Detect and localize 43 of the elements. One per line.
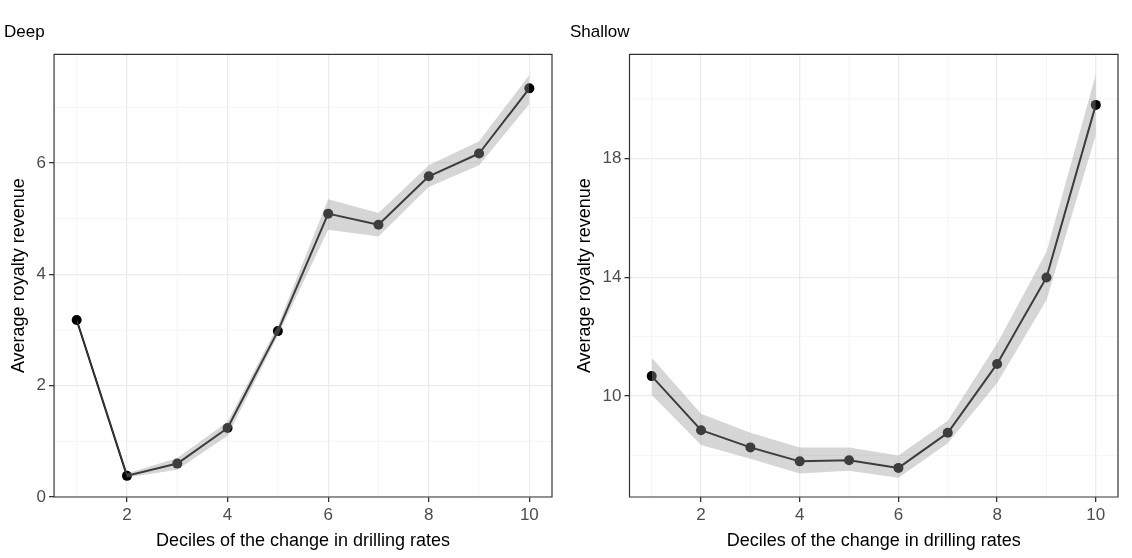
chart-title: Shallow <box>570 21 631 41</box>
x-tick-label: 6 <box>893 504 904 524</box>
y-axis-title: Average royalty revenue <box>7 178 28 374</box>
x-axis-title: Deciles of the change in drilling rates <box>155 530 451 551</box>
point <box>272 326 283 337</box>
x-tick-label: 10 <box>519 504 539 524</box>
x-axis-title: Deciles of the change in drilling rates <box>726 530 1021 551</box>
y-tick-label: 14 <box>602 266 622 286</box>
point <box>71 314 82 325</box>
y-axis-title: Average royalty revenue <box>573 178 594 374</box>
point <box>524 83 535 94</box>
point <box>474 148 485 159</box>
point <box>373 219 384 230</box>
y-tick-label: 10 <box>602 385 622 405</box>
point <box>794 456 805 467</box>
y-tick-label: 0 <box>36 486 47 506</box>
x-tick-label: 6 <box>323 504 333 524</box>
x-tick-label: 4 <box>795 504 805 524</box>
point <box>646 371 657 382</box>
x-tick-label: 2 <box>122 504 132 524</box>
point <box>942 427 953 438</box>
point <box>893 462 904 473</box>
point <box>844 455 855 466</box>
point <box>696 425 707 436</box>
x-tick-label: 10 <box>1086 504 1106 524</box>
point <box>1041 272 1052 283</box>
point <box>745 442 756 453</box>
chart-title: Deep <box>4 21 45 41</box>
x-tick-label: 8 <box>992 504 1002 524</box>
y-tick-label: 6 <box>36 152 47 172</box>
point <box>992 358 1003 369</box>
x-tick-label: 4 <box>222 504 233 524</box>
x-tick-label: 8 <box>424 504 434 524</box>
y-tick-label: 18 <box>602 148 622 168</box>
x-tick-label: 2 <box>696 504 706 524</box>
point <box>121 470 132 481</box>
point <box>172 458 183 469</box>
point <box>1090 99 1101 110</box>
y-tick-label: 4 <box>36 264 47 283</box>
point <box>222 422 233 433</box>
point <box>323 208 334 219</box>
point <box>423 171 434 182</box>
y-tick-label: 2 <box>36 375 47 395</box>
